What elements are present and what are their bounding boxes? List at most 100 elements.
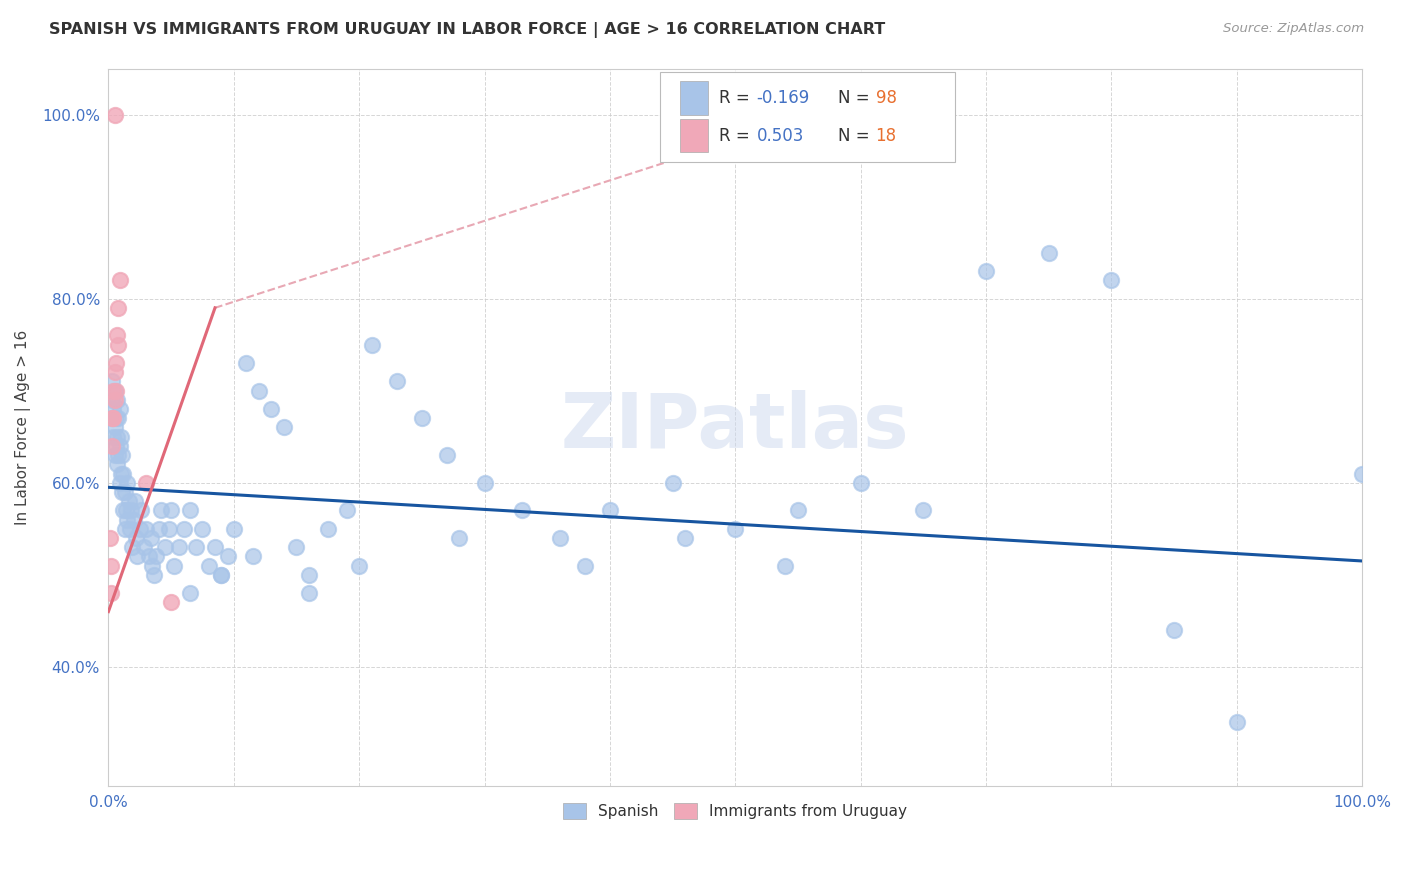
Point — [298, 586, 321, 600]
Point — [105, 458, 128, 472]
Point — [114, 522, 136, 536]
Point — [148, 522, 170, 536]
Point — [100, 586, 122, 600]
Point — [209, 567, 232, 582]
Point — [104, 439, 127, 453]
Text: 98: 98 — [876, 89, 897, 107]
Point — [110, 430, 132, 444]
Point — [912, 503, 935, 517]
Text: Source: ZipAtlas.com: Source: ZipAtlas.com — [1223, 22, 1364, 36]
Point — [104, 392, 127, 407]
Text: 18: 18 — [876, 127, 897, 145]
Point — [138, 549, 160, 564]
Point — [145, 549, 167, 564]
Point — [135, 475, 157, 490]
Point — [974, 264, 997, 278]
Point — [661, 475, 683, 490]
Point — [157, 522, 180, 536]
Point — [101, 411, 124, 425]
Point — [105, 328, 128, 343]
Point — [217, 549, 239, 564]
Point — [100, 558, 122, 573]
Text: N =: N = — [838, 89, 875, 107]
Point — [103, 411, 125, 425]
FancyBboxPatch shape — [681, 120, 707, 153]
Point — [132, 540, 155, 554]
Point — [316, 522, 339, 536]
Point — [120, 503, 142, 517]
Point — [150, 503, 173, 517]
Text: R =: R = — [718, 127, 755, 145]
Point — [160, 503, 183, 517]
Text: ZIPatlas: ZIPatlas — [561, 391, 910, 465]
Point — [115, 503, 138, 517]
Point — [104, 411, 127, 425]
Point — [235, 356, 257, 370]
Point — [107, 301, 129, 315]
Point — [111, 484, 134, 499]
FancyBboxPatch shape — [681, 81, 707, 114]
Point — [101, 375, 124, 389]
Point — [122, 512, 145, 526]
Point — [1163, 623, 1185, 637]
Point — [142, 567, 165, 582]
Point — [107, 448, 129, 462]
Text: SPANISH VS IMMIGRANTS FROM URUGUAY IN LABOR FORCE | AGE > 16 CORRELATION CHART: SPANISH VS IMMIGRANTS FROM URUGUAY IN LA… — [49, 22, 886, 38]
Point — [1351, 467, 1374, 481]
Point — [104, 384, 127, 398]
Point — [186, 540, 208, 554]
Point — [336, 503, 359, 517]
Point — [385, 375, 408, 389]
Point — [179, 586, 201, 600]
Text: -0.169: -0.169 — [756, 89, 810, 107]
Point — [247, 384, 270, 398]
Point — [107, 337, 129, 351]
Point — [114, 484, 136, 499]
Point — [112, 503, 135, 517]
Y-axis label: In Labor Force | Age > 16: In Labor Force | Age > 16 — [15, 330, 31, 525]
Text: R =: R = — [718, 89, 755, 107]
Point — [108, 475, 131, 490]
Point — [260, 402, 283, 417]
Point — [121, 540, 143, 554]
Point — [436, 448, 458, 462]
Point — [285, 540, 308, 554]
Point — [1099, 273, 1122, 287]
Point — [1038, 245, 1060, 260]
Point — [101, 392, 124, 407]
Point — [104, 365, 127, 379]
Point — [548, 531, 571, 545]
Point — [135, 522, 157, 536]
Point — [104, 384, 127, 398]
Point — [849, 475, 872, 490]
Point — [103, 384, 125, 398]
Point — [101, 439, 124, 453]
Point — [110, 467, 132, 481]
Point — [117, 512, 139, 526]
Point — [127, 549, 149, 564]
Point — [139, 531, 162, 545]
Text: 0.503: 0.503 — [756, 127, 804, 145]
Point — [111, 448, 134, 462]
Point — [673, 531, 696, 545]
Point — [105, 392, 128, 407]
Point — [125, 531, 148, 545]
Point — [98, 531, 121, 545]
Point — [724, 522, 747, 536]
FancyBboxPatch shape — [659, 72, 955, 161]
Point — [222, 522, 245, 536]
Point — [104, 448, 127, 462]
Point — [117, 475, 139, 490]
Point — [173, 522, 195, 536]
Point — [775, 558, 797, 573]
Point — [129, 503, 152, 517]
Point — [209, 567, 232, 582]
Point — [411, 411, 433, 425]
Point — [179, 503, 201, 517]
Point — [112, 467, 135, 481]
Point — [191, 522, 214, 536]
Point — [108, 402, 131, 417]
Point — [104, 107, 127, 121]
Point — [128, 522, 150, 536]
Point — [104, 420, 127, 434]
